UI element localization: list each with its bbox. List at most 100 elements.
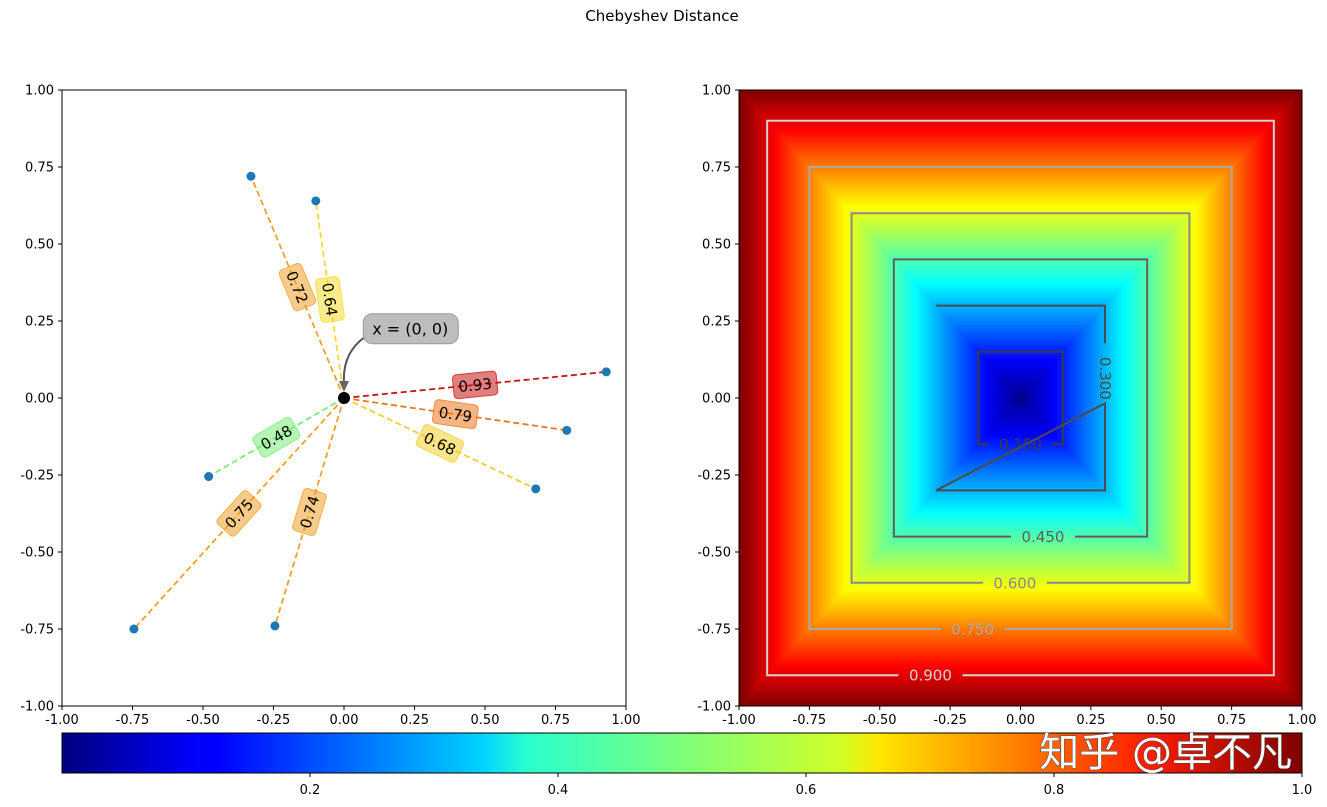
contour-label: 0.900 [909, 667, 952, 685]
left-x-tick-label: 0.25 [400, 713, 429, 728]
contour-line [935, 304, 1106, 492]
data-point [129, 624, 139, 634]
left-x-axis: -1.00 -0.75 -0.50 -0.25 0.00 0.25 0.50 0.75 1.00 [45, 706, 640, 728]
left-y-tick-label: 0.50 [25, 238, 54, 253]
distance-label-text: 0.93 [458, 375, 493, 396]
right-x-tick-label: 0.75 [1217, 713, 1246, 728]
contour-lines: 0.150 0.300 0.450 0.600 0.750 0.900 [766, 119, 1275, 685]
contour: 0.300 [935, 304, 1114, 492]
heatmap-center [998, 374, 1043, 422]
contour-label: 0.450 [1022, 528, 1065, 546]
distance-label-text: 0.64 [318, 282, 341, 318]
left-y-tick-label: 0.25 [25, 315, 54, 330]
distance-label: 0.64 [314, 275, 345, 323]
contour-line [977, 350, 1064, 446]
origin-label-box [362, 313, 459, 345]
right-y-axis: -1.00 -0.75 -0.50 -0.25 0.00 0.25 0.50 0.75 1.00 [697, 84, 739, 715]
colorbar-tick-label: 0.4 [548, 783, 569, 798]
right-y-tick-label: 0.75 [702, 161, 731, 176]
distance-label: 0.93 [451, 370, 499, 400]
distance-label-box [451, 370, 499, 400]
right-x-tick-label: 0.25 [1076, 713, 1105, 728]
contour-label: 0.150 [999, 436, 1042, 454]
contour-line [892, 258, 1149, 538]
contour-line [766, 119, 1275, 677]
contour-label: 0.750 [951, 621, 994, 639]
right-x-tick-label: -1.00 [722, 713, 756, 728]
right-y-tick-label: 0.25 [702, 315, 731, 330]
left-x-tick-label: -0.50 [186, 713, 220, 728]
distance-label-box [278, 262, 317, 312]
distance-line [250, 175, 345, 399]
distance-label-box [431, 399, 479, 430]
distance-label: 0.79 [431, 399, 479, 430]
data-point [562, 425, 572, 435]
distance-label-box [216, 490, 262, 537]
colorbar-tick-label: 0.8 [1044, 783, 1065, 798]
origin-label: x = (0, 0) [372, 320, 448, 339]
right-y-tick-label: -0.50 [697, 546, 731, 561]
right-x-tick-label: 1.00 [1288, 713, 1317, 728]
left-y-tick-label: -0.50 [20, 546, 54, 561]
left-y-axis: -1.00 -0.75 -0.50 -0.25 0.00 0.25 0.50 0.75 1.00 [20, 84, 62, 715]
right-x-tick-label: 0.50 [1147, 713, 1176, 728]
distance-label-box [252, 416, 301, 458]
colorbar: 0.2 0.4 0.6 0.8 1.0 知乎 @卓不凡 [61, 730, 1313, 798]
figure-title: Chebyshev Distance [585, 7, 738, 25]
contour: 0.150 [977, 350, 1064, 454]
right-x-tick-label: -0.25 [933, 713, 967, 728]
right-x-tick-label: -0.50 [863, 713, 897, 728]
left-x-tick-label: 0.75 [541, 713, 570, 728]
contour-label: 0.300 [1096, 357, 1114, 400]
colorbar-frame [61, 732, 1303, 774]
colorbar-ticks: 0.2 0.4 0.6 0.8 1.0 [300, 773, 1313, 798]
contour: 0.450 [892, 258, 1149, 546]
colorbar-tick-label: 0.2 [300, 783, 321, 798]
left-x-tick-label: 0.00 [330, 713, 359, 728]
left-y-tick-label: -0.25 [20, 469, 54, 484]
left-y-tick-label: -0.75 [20, 623, 54, 638]
left-x-tick-label: -1.00 [45, 713, 79, 728]
left-y-tick-label: -1.00 [20, 700, 54, 715]
contour-line [808, 166, 1233, 630]
contour: 0.750 [808, 166, 1233, 639]
right-x-axis: -1.00 -0.75 -0.50 -0.25 0.00 0.25 0.50 0.75 1.00 [722, 706, 1316, 728]
data-point [311, 196, 321, 206]
right-x-tick-label: 0.00 [1006, 713, 1035, 728]
left-y-tick-label: 0.75 [25, 161, 54, 176]
origin-arrowhead [339, 381, 349, 392]
left-x-tick-label: -0.25 [257, 713, 291, 728]
right-x-tick-label: -0.75 [793, 713, 827, 728]
right-y-tick-label: 0.00 [702, 392, 731, 407]
distance-label-box [415, 423, 465, 463]
left-y-tick-label: 1.00 [25, 84, 54, 99]
origin-point [338, 392, 350, 404]
right-y-tick-label: -1.00 [697, 700, 731, 715]
colorbar-tick-label: 0.6 [796, 783, 817, 798]
colorbar-gradient [62, 733, 1302, 773]
distance-label-text: 0.79 [437, 403, 473, 426]
contour-label: 0.600 [993, 574, 1036, 592]
chebyshev-heatmap [739, 90, 1302, 706]
origin-arrow [342, 335, 366, 385]
data-point [531, 484, 541, 494]
left-x-tick-label: 1.00 [612, 713, 641, 728]
distance-label-box [314, 275, 345, 323]
left-y-tick-label: 0.00 [25, 392, 54, 407]
data-point [270, 621, 280, 631]
right-y-tick-label: 1.00 [702, 84, 731, 99]
distance-heatmap-panel: 0.150 0.300 0.450 0.600 0.750 0.900 -1.00 -0.7… [697, 84, 1316, 729]
left-x-tick-label: -0.75 [116, 713, 150, 728]
right-y-tick-label: -0.75 [697, 623, 731, 638]
distance-label: 0.74 [292, 487, 327, 537]
colorbar-tick-label: 1.0 [1292, 783, 1313, 798]
scatter-points [129, 171, 611, 634]
contour: 0.600 [850, 212, 1191, 592]
contour-line [850, 212, 1191, 584]
origin-annotation: x = (0, 0) [338, 313, 459, 404]
right-y-tick-label: 0.50 [702, 238, 731, 253]
distance-label-box [292, 487, 327, 537]
right-y-tick-label: -0.25 [697, 469, 731, 484]
distance-line [343, 370, 607, 399]
